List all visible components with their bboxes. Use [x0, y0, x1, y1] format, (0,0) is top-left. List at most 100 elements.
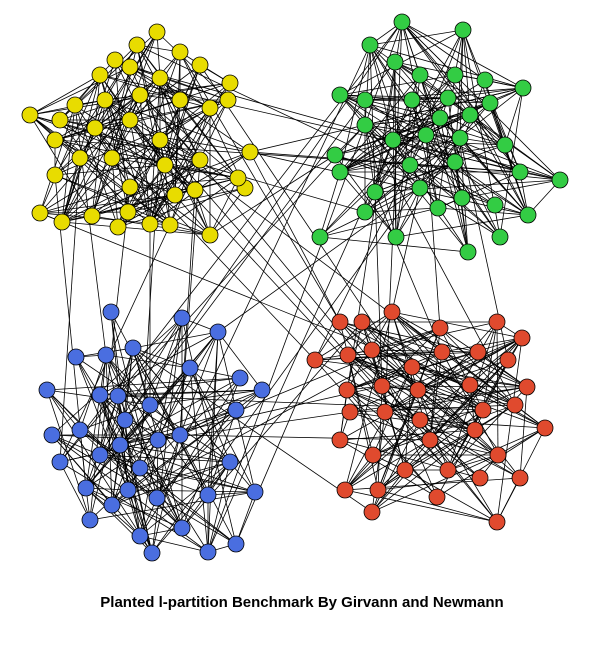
graph-node-red — [306, 351, 324, 369]
graph-edge — [85, 395, 119, 489]
graph-node-green — [417, 126, 435, 144]
graph-node-green — [519, 206, 537, 224]
graph-edge — [314, 359, 438, 498]
graph-node-red — [353, 313, 371, 331]
graph-node-red — [341, 403, 359, 421]
graph-edge — [54, 99, 229, 141]
graph-node-green — [451, 129, 469, 147]
graph-node-yellow — [191, 56, 209, 74]
graph-edge — [459, 29, 464, 139]
graph-edge — [235, 359, 316, 545]
graph-node-yellow — [86, 119, 104, 137]
graph-edge — [39, 211, 129, 214]
graph-node-red — [511, 469, 529, 487]
graph-edge — [447, 454, 499, 471]
graph-edge — [364, 124, 461, 139]
graph-edge — [129, 186, 196, 191]
graph-node-red — [474, 401, 492, 419]
graph-node-green — [459, 243, 477, 261]
graph-edge — [404, 366, 413, 471]
graph-edge — [149, 389, 263, 406]
graph-edge — [374, 191, 443, 353]
graph-edge — [79, 31, 158, 159]
graph-edge — [344, 489, 498, 523]
graph-edge — [369, 44, 524, 89]
graph-node-blue — [173, 309, 191, 327]
graph-edge — [217, 331, 263, 391]
graph-edge — [235, 491, 256, 545]
graph-node-green — [496, 136, 514, 154]
graph-edge — [39, 212, 516, 406]
graph-node-blue — [97, 346, 115, 364]
graph-node-green — [356, 116, 374, 134]
graph-node-green — [361, 36, 379, 54]
graph-edge — [99, 454, 231, 463]
graph-node-blue — [141, 396, 159, 414]
graph-node-green — [476, 71, 494, 89]
graph-edge — [401, 21, 486, 81]
graph-edge — [61, 104, 76, 223]
graph-edge — [419, 187, 501, 238]
graph-node-red — [336, 481, 354, 499]
graph-edge — [132, 347, 373, 513]
graph-node-yellow — [166, 186, 184, 204]
graph-edge — [111, 51, 181, 159]
graph-edge — [364, 114, 471, 126]
graph-edge — [85, 354, 107, 489]
graph-node-green — [446, 66, 464, 84]
graph-node-red — [396, 461, 414, 479]
graph-edge — [381, 385, 528, 388]
graph-node-yellow — [219, 91, 237, 109]
graph-edge — [364, 124, 421, 189]
graph-node-green — [429, 199, 447, 217]
graph-edge — [51, 434, 101, 456]
graph-edge — [105, 354, 153, 554]
graph-edge — [104, 99, 201, 161]
graph-edge — [85, 367, 191, 489]
graph-edge — [319, 171, 341, 238]
graph-node-green — [326, 146, 344, 164]
graph-edge — [496, 321, 499, 456]
graph-edge — [207, 124, 366, 553]
graph-node-blue — [246, 483, 264, 501]
graph-node-yellow — [46, 131, 64, 149]
graph-edge — [91, 177, 239, 217]
graph-edge — [94, 127, 171, 226]
graph-node-red — [466, 421, 484, 439]
graph-edge — [156, 409, 237, 499]
graph-edge — [339, 94, 529, 216]
graph-edge — [105, 354, 159, 441]
graph-edge — [384, 351, 479, 413]
graph-edge — [104, 99, 251, 153]
graph-node-red — [331, 431, 349, 449]
graph-edge — [199, 64, 419, 391]
graph-edge — [105, 354, 183, 529]
graph-node-blue — [103, 496, 121, 514]
graph-edge — [136, 44, 201, 161]
graph-node-blue — [209, 323, 227, 341]
graph-edge — [94, 31, 158, 129]
graph-edge — [111, 461, 231, 506]
graph-edge — [377, 489, 498, 523]
graph-node-red — [499, 351, 517, 369]
graph-edge — [54, 139, 176, 196]
graph-edge — [51, 434, 141, 537]
graph-node-red — [506, 396, 524, 414]
graph-node-green — [446, 153, 464, 171]
graph-node-blue — [231, 369, 249, 387]
graph-edge — [425, 134, 441, 329]
graph-node-red — [383, 303, 401, 321]
graph-edge — [179, 377, 241, 436]
graph-edge — [169, 107, 211, 226]
graph-node-blue — [131, 459, 149, 477]
graph-node-yellow — [201, 99, 219, 117]
graph-node-yellow — [171, 91, 189, 109]
graph-edge — [394, 61, 397, 238]
graph-node-blue — [111, 436, 129, 454]
graph-node-red — [363, 341, 381, 359]
graph-edge — [377, 385, 383, 491]
graph-edge — [99, 389, 263, 396]
graph-edge — [391, 311, 484, 411]
graph-node-blue — [171, 426, 189, 444]
graph-edge — [127, 187, 246, 213]
